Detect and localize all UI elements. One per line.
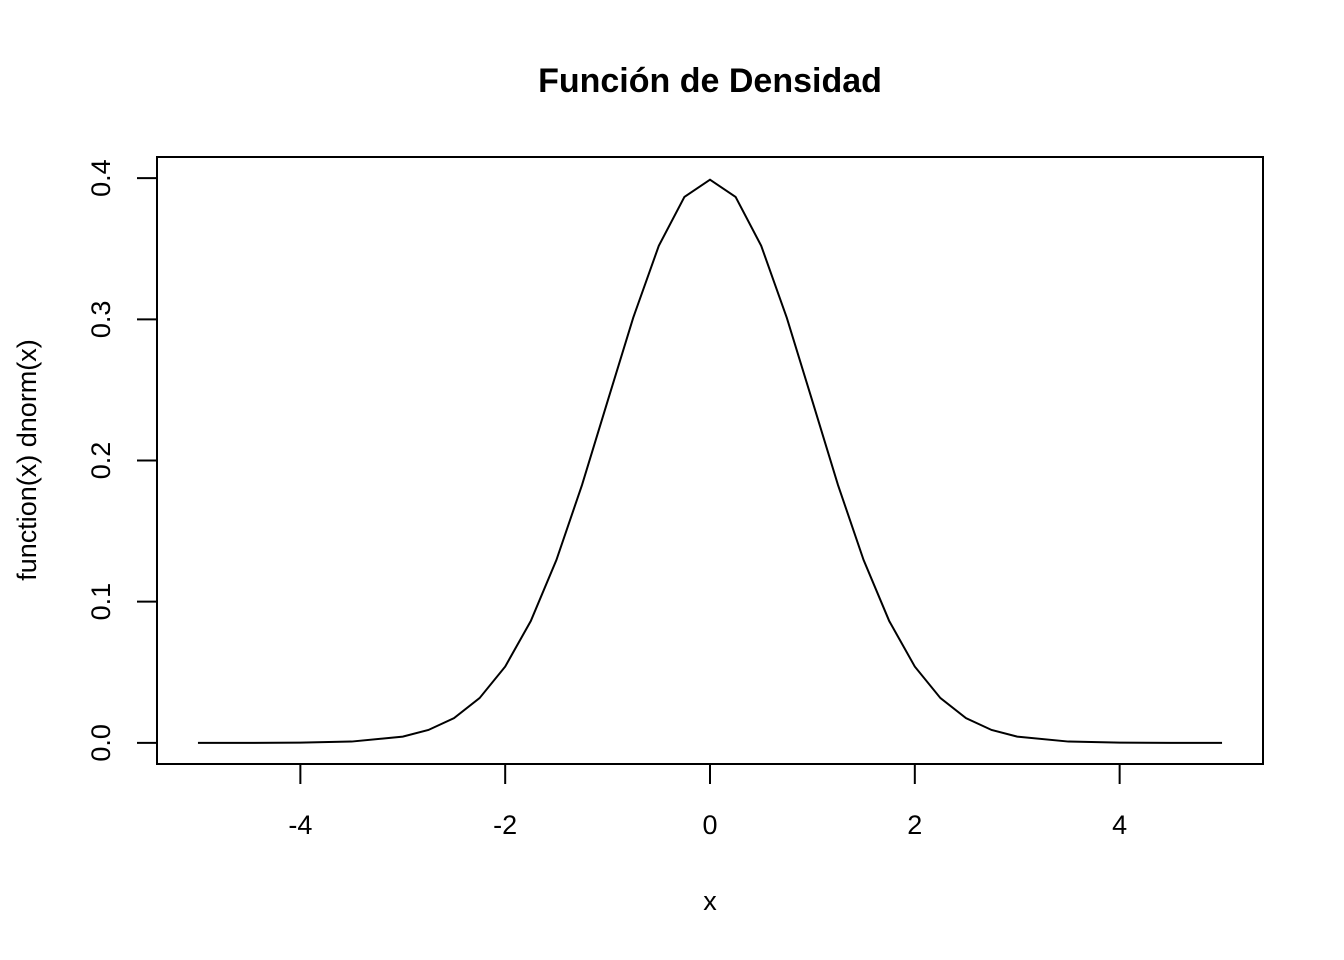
y-tick-label: 0.1 bbox=[86, 583, 116, 621]
x-tick-label: -4 bbox=[288, 810, 312, 840]
x-axis: -4 -2 0 2 4 bbox=[288, 763, 1127, 840]
plot-frame bbox=[156, 156, 1264, 765]
x-tick-label: 0 bbox=[702, 810, 717, 840]
x-tick-label: -2 bbox=[493, 810, 517, 840]
y-tick-label: 0.2 bbox=[86, 442, 116, 480]
x-tick-label: 2 bbox=[907, 810, 922, 840]
y-axis: 0.0 0.1 0.2 0.3 0.4 bbox=[86, 159, 158, 762]
y-tick-label: 0.3 bbox=[86, 301, 116, 339]
y-tick-label: 0.0 bbox=[86, 724, 116, 762]
density-curve bbox=[197, 178, 1223, 744]
y-tick-label: 0.4 bbox=[86, 159, 116, 197]
chart-title: Función de Densidad bbox=[538, 62, 882, 100]
y-axis-label: function(x) dnorm(x) bbox=[12, 339, 42, 581]
x-axis-label: x bbox=[703, 886, 717, 916]
x-tick-label: 4 bbox=[1112, 810, 1127, 840]
